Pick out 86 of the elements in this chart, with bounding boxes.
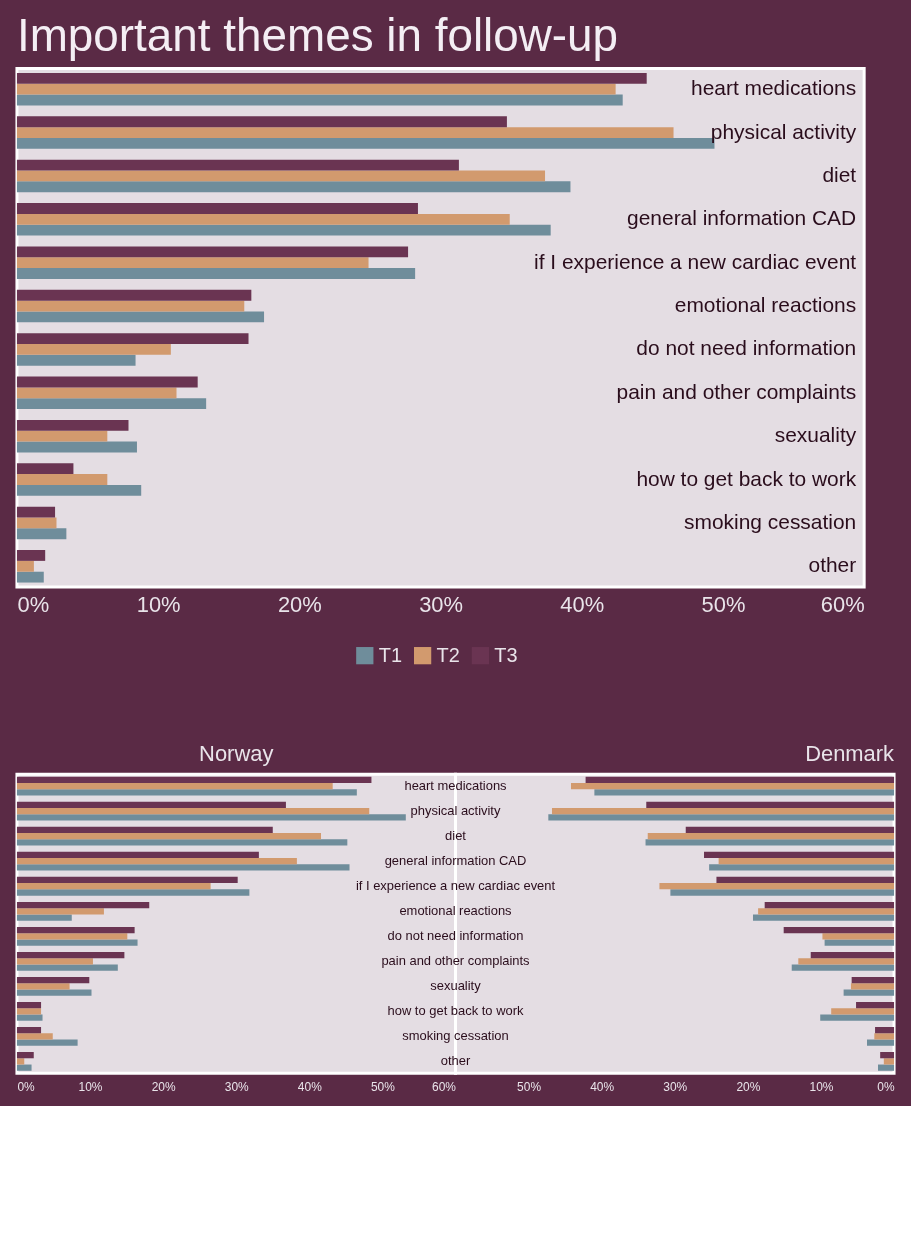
y-tick-label: do not need information	[636, 336, 857, 360]
bar	[877, 1064, 895, 1071]
bar	[883, 1058, 895, 1065]
bar	[752, 914, 895, 921]
bar	[646, 801, 895, 809]
bar	[647, 833, 895, 840]
y-tick-label: other	[808, 553, 857, 577]
x-tick-label: 10%	[809, 1079, 834, 1094]
y-tick-label: diet	[445, 828, 467, 844]
legend-label: T3	[494, 643, 518, 666]
y-tick-label: general information CAD	[384, 853, 527, 869]
y-tick-label: how to get back to work	[387, 1003, 524, 1019]
bar	[851, 976, 895, 984]
bar	[867, 1039, 895, 1046]
x-tick-label: 20%	[736, 1079, 761, 1094]
bar	[570, 783, 895, 790]
x-tick-label: 50%	[701, 592, 746, 618]
x-tick-label: 30%	[224, 1079, 250, 1094]
y-tick-label: emotional reactions	[399, 903, 512, 919]
bar	[594, 789, 895, 796]
bar	[764, 901, 895, 909]
x-tick-label: 50%	[370, 1079, 396, 1094]
bar	[843, 989, 895, 996]
y-tick-label: physical activity	[710, 119, 857, 143]
bar	[670, 889, 895, 896]
x-tick-label: 0%	[17, 1079, 36, 1094]
x-tick-label: 60%	[432, 1079, 457, 1094]
y-tick-label: pain and other complaints	[381, 953, 530, 969]
y-tick-label: general information CAD	[627, 206, 857, 230]
chart-title: Denmark	[805, 741, 895, 767]
x-tick-label: 20%	[277, 592, 322, 618]
y-tick-label: how to get back to work	[636, 466, 857, 490]
y-tick-label: sexuality	[774, 423, 857, 447]
bar	[880, 1052, 895, 1059]
bar	[585, 776, 895, 784]
bar	[791, 964, 895, 971]
bar	[856, 1001, 895, 1009]
x-tick-label: 10%	[78, 1079, 103, 1094]
bar	[685, 826, 895, 834]
legend-label: T1	[378, 643, 402, 666]
bar	[831, 1008, 895, 1015]
y-tick-label: if I experience a new cardiac event	[355, 878, 556, 894]
y-tick-label: smoking cessation	[402, 1028, 509, 1044]
bar	[874, 1033, 895, 1040]
bar	[716, 876, 895, 884]
bar	[551, 808, 895, 815]
bar	[709, 864, 895, 871]
bar	[718, 858, 895, 865]
y-tick-label: sexuality	[430, 978, 482, 994]
bar	[659, 883, 895, 890]
bar	[645, 839, 895, 846]
chart-title: Important themes in follow-up	[16, 9, 619, 61]
y-tick-label: smoking cessation	[684, 509, 857, 533]
y-tick-label: physical activity	[410, 803, 501, 819]
bar	[548, 814, 895, 821]
x-tick-label: 20%	[151, 1079, 176, 1094]
y-tick-label: heart medications	[691, 76, 857, 100]
x-tick-label: 60%	[820, 592, 865, 618]
y-tick-label: diet	[822, 162, 857, 186]
x-tick-label: 40%	[560, 592, 605, 618]
bar	[850, 983, 895, 990]
bar	[822, 933, 895, 940]
x-tick-label: 50%	[517, 1079, 542, 1094]
bar	[875, 1027, 895, 1034]
x-tick-label: 30%	[419, 592, 463, 618]
bar	[824, 939, 895, 946]
bar	[798, 958, 895, 965]
y-tick-label: pain and other complaints	[616, 379, 857, 403]
y-tick-label: other	[440, 1053, 471, 1069]
bar	[758, 908, 895, 915]
x-tick-label: 0%	[877, 1079, 895, 1094]
x-tick-label: 10%	[136, 592, 181, 618]
x-tick-label: 40%	[297, 1079, 323, 1094]
x-tick-label: 40%	[590, 1079, 615, 1094]
y-tick-label: emotional reactions	[674, 293, 857, 317]
x-tick-label: 30%	[663, 1079, 688, 1094]
bar	[810, 951, 895, 959]
bar	[704, 851, 895, 859]
legend-label: T2	[436, 643, 460, 666]
chart-title: Norway	[199, 741, 274, 767]
y-tick-label: if I experience a new cardiac event	[534, 249, 857, 273]
bar	[783, 926, 895, 934]
y-tick-label: heart medications	[404, 778, 507, 794]
y-tick-label: do not need information	[387, 928, 524, 944]
x-tick-label: 0%	[17, 592, 50, 618]
bar	[820, 1014, 895, 1021]
